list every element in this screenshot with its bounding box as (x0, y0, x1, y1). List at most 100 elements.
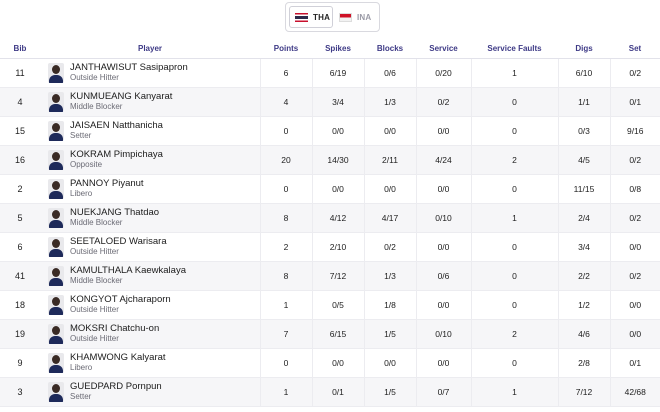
header-player[interactable]: Player (40, 40, 260, 59)
service-faults-cell: 1 (470, 377, 558, 407)
points-cell: 1 (259, 290, 312, 320)
player-name[interactable]: NUEKJANG Thatdao (70, 207, 160, 218)
player-name[interactable]: PANNOY Piyanut (70, 178, 144, 189)
blocks-cell: 1/3 (363, 261, 416, 291)
table-row[interactable]: 3 GUEDPARD Pornpun Setter 1 0/1 1/5 0/7 1 7/12 42… (0, 377, 660, 407)
set-cell: 9/16 (609, 116, 660, 146)
header-digs[interactable]: Digs (558, 40, 610, 59)
player-info[interactable]: KONGYOT Ajcharaporn Outside Hitter (40, 294, 260, 315)
bib-cell: 19 (0, 319, 40, 349)
header-set[interactable]: Set (610, 40, 660, 59)
table-row[interactable]: 9 KHAMWONG Kalyarat Libero 0 0/0 0/0 0/0 0 2/8 0/… (0, 348, 660, 378)
player-info[interactable]: SEETALOED Warisara Outside Hitter (40, 236, 260, 257)
header-spikes[interactable]: Spikes (312, 40, 364, 59)
bib-cell: 18 (0, 290, 40, 320)
set-cell: 0/2 (609, 58, 660, 88)
set-cell: 0/8 (609, 174, 660, 204)
player-info[interactable]: KAMULTHALA Kaewkalaya Middle Blocker (40, 265, 260, 286)
player-name[interactable]: KAMULTHALA Kaewkalaya (70, 265, 186, 276)
team-code-home: THA (313, 12, 331, 22)
blocks-cell: 0/0 (363, 174, 416, 204)
player-info[interactable]: MOKSRI Chatchu-on Outside Hitter (40, 323, 260, 344)
player-cell: SEETALOED Warisara Outside Hitter (40, 232, 260, 262)
set-cell: 42/68 (609, 377, 660, 407)
player-avatar (48, 265, 64, 286)
blocks-cell: 0/2 (363, 232, 416, 262)
spikes-cell: 2/10 (311, 232, 364, 262)
player-stats-table: Bib Player Points Spikes Blocks Service … (0, 40, 660, 407)
service-faults-cell: 0 (470, 232, 558, 262)
player-cell: KHAMWONG Kalyarat Libero (40, 348, 260, 378)
table-row[interactable]: 16 KOKRAM Pimpichaya Opposite 20 14/30 2/11 4/… (0, 145, 660, 175)
spikes-cell: 0/5 (311, 290, 364, 320)
spikes-cell: 6/15 (311, 319, 364, 349)
digs-cell: 1/2 (557, 290, 610, 320)
table-row[interactable]: 5 NUEKJANG Thatdao Middle Blocker 8 4/12 4/17… (0, 203, 660, 233)
player-name[interactable]: JANTHAWISUT Sasipapron (70, 62, 188, 73)
player-cell: KAMULTHALA Kaewkalaya Middle Blocker (40, 261, 260, 291)
player-avatar (48, 178, 64, 199)
player-name[interactable]: KUNMUEANG Kanyarat (70, 91, 173, 102)
team-tab-home[interactable]: THA (289, 6, 333, 28)
service-cell: 0/0 (415, 348, 471, 378)
player-position: Outside Hitter (70, 334, 119, 343)
digs-cell: 1/1 (557, 87, 610, 117)
digs-cell: 2/8 (557, 348, 610, 378)
spikes-cell: 4/12 (311, 203, 364, 233)
table-row[interactable]: 11 JANTHAWISUT Sasipapron Outside Hitter 6 6… (0, 58, 660, 88)
blocks-cell: 2/11 (363, 145, 416, 175)
service-cell: 0/6 (415, 261, 471, 291)
spikes-cell: 0/1 (311, 377, 364, 407)
service-faults-cell: 0 (470, 174, 558, 204)
bib-cell: 16 (0, 145, 40, 175)
team-toggle: THA INA (285, 2, 380, 32)
team-tab-away[interactable]: INA (333, 6, 375, 28)
bib-cell: 2 (0, 174, 40, 204)
header-service[interactable]: Service (416, 40, 471, 59)
table-row[interactable]: 6 SEETALOED Warisara Outside Hitter 2 2/10 0/… (0, 232, 660, 262)
player-info[interactable]: KHAMWONG Kalyarat Libero (40, 352, 260, 373)
player-info[interactable]: JANTHAWISUT Sasipapron Outside Hitter (40, 62, 260, 83)
points-cell: 6 (259, 58, 312, 88)
player-info[interactable]: JAISAEN Natthanicha Setter (40, 120, 260, 141)
player-position: Libero (70, 189, 93, 198)
header-points[interactable]: Points (260, 40, 312, 59)
header-service-faults[interactable]: Service Faults (471, 40, 558, 59)
player-avatar (48, 294, 64, 315)
table-row[interactable]: 19 MOKSRI Chatchu-on Outside Hitter 7 6/15 1/… (0, 319, 660, 349)
table-row[interactable]: 15 JAISAEN Natthanicha Setter 0 0/0 0/0 0/0 0 0/… (0, 116, 660, 146)
digs-cell: 3/4 (557, 232, 610, 262)
player-name[interactable]: KOKRAM Pimpichaya (70, 149, 163, 160)
blocks-cell: 0/0 (363, 116, 416, 146)
points-cell: 0 (259, 174, 312, 204)
set-cell: 0/2 (609, 145, 660, 175)
player-info[interactable]: KUNMUEANG Kanyarat Middle Blocker (40, 91, 260, 112)
player-name[interactable]: JAISAEN Natthanicha (70, 120, 163, 131)
player-position: Setter (70, 131, 92, 140)
service-faults-cell: 0 (470, 87, 558, 117)
player-name[interactable]: GUEDPARD Pornpun (70, 381, 162, 392)
digs-cell: 2/2 (557, 261, 610, 291)
player-info[interactable]: GUEDPARD Pornpun Setter (40, 381, 260, 402)
player-info[interactable]: KOKRAM Pimpichaya Opposite (40, 149, 260, 170)
table-header-row: Bib Player Points Spikes Blocks Service … (0, 40, 660, 59)
service-cell: 0/0 (415, 174, 471, 204)
player-name[interactable]: KHAMWONG Kalyarat (70, 352, 166, 363)
blocks-cell: 4/17 (363, 203, 416, 233)
player-cell: JAISAEN Natthanicha Setter (40, 116, 260, 146)
player-name[interactable]: KONGYOT Ajcharaporn (70, 294, 171, 305)
player-name[interactable]: SEETALOED Warisara (70, 236, 167, 247)
header-blocks[interactable]: Blocks (364, 40, 416, 59)
points-cell: 7 (259, 319, 312, 349)
header-bib[interactable]: Bib (0, 40, 40, 59)
table-row[interactable]: 41 KAMULTHALA Kaewkalaya Middle Blocker 8 7/… (0, 261, 660, 291)
player-info[interactable]: NUEKJANG Thatdao Middle Blocker (40, 207, 260, 228)
bib-cell: 11 (0, 58, 40, 88)
player-cell: KUNMUEANG Kanyarat Middle Blocker (40, 87, 260, 117)
player-info[interactable]: PANNOY Piyanut Libero (40, 178, 260, 199)
player-position: Libero (70, 363, 93, 372)
table-row[interactable]: 2 PANNOY Piyanut Libero 0 0/0 0/0 0/0 0 11/15 0/8 (0, 174, 660, 204)
player-name[interactable]: MOKSRI Chatchu-on (70, 323, 160, 334)
table-row[interactable]: 18 KONGYOT Ajcharaporn Outside Hitter 1 0/5 1… (0, 290, 660, 320)
table-row[interactable]: 4 KUNMUEANG Kanyarat Middle Blocker 4 3/4 1/3… (0, 87, 660, 117)
